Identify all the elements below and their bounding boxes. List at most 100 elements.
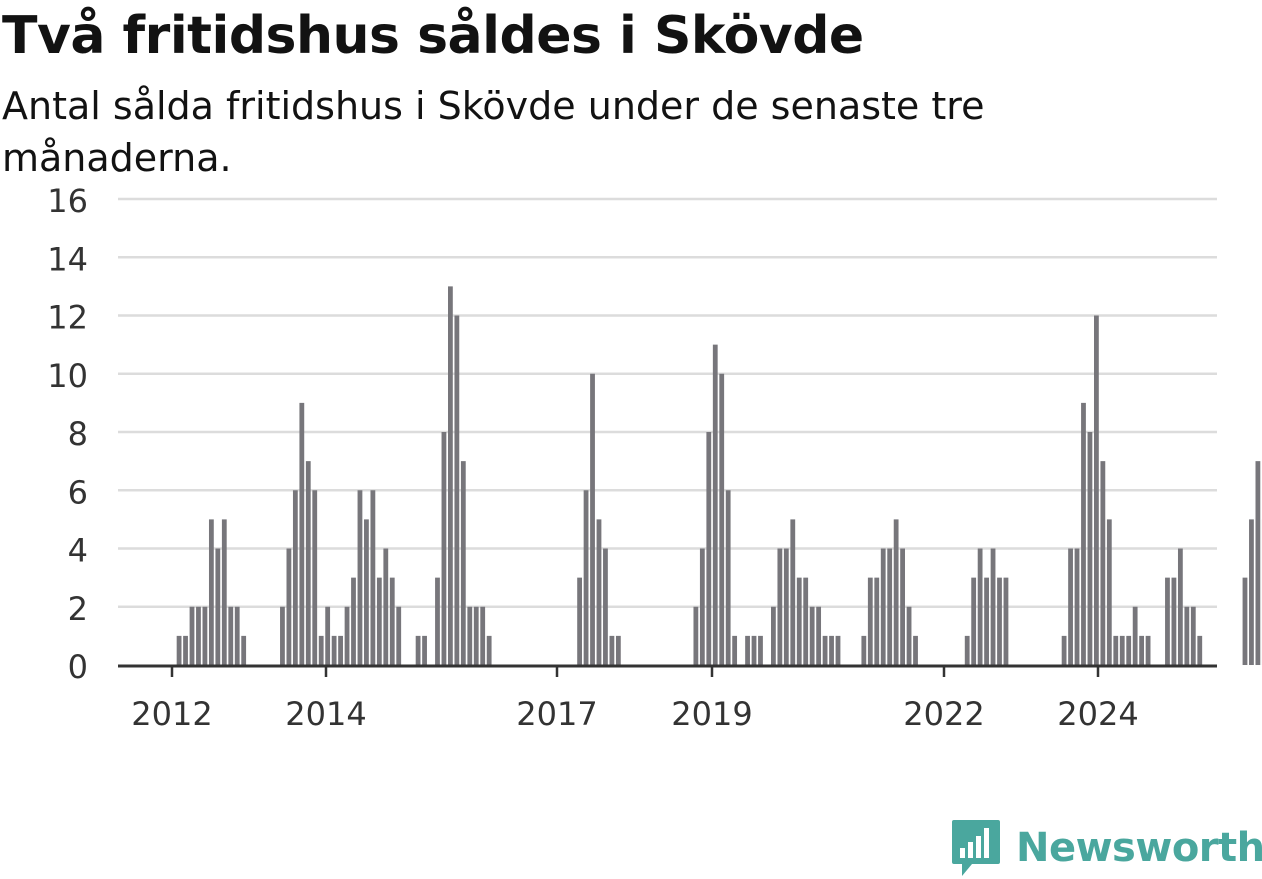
bar <box>745 635 750 666</box>
x-axis: 2012 2014 2017 2019 2022 2024 <box>118 664 1217 733</box>
bar <box>331 635 337 666</box>
bar <box>990 548 996 665</box>
bar <box>603 548 608 665</box>
bar <box>364 519 369 666</box>
bar <box>486 635 492 666</box>
x-tick-label: 2024 <box>1057 695 1138 733</box>
bar <box>280 606 285 665</box>
bar <box>480 606 486 665</box>
bar <box>984 577 989 666</box>
bar <box>215 548 221 665</box>
bar <box>796 577 802 666</box>
bar <box>396 606 402 665</box>
y-axis-ticks: 0 2 4 6 8 10 12 14 16 <box>47 182 88 686</box>
bar <box>1197 635 1203 666</box>
y-tick-label: 14 <box>47 240 88 278</box>
y-tick-label: 6 <box>68 473 88 511</box>
bar <box>1100 461 1106 666</box>
bar <box>725 490 731 665</box>
bar <box>234 606 240 665</box>
bar <box>1113 635 1119 666</box>
bar <box>719 373 725 665</box>
bar <box>435 577 440 666</box>
brand-name: Newsworthy <box>1016 825 1262 871</box>
bar <box>1126 635 1132 666</box>
bar <box>732 635 738 666</box>
bar <box>913 635 918 666</box>
bar <box>835 635 841 666</box>
bar-chart: 0 2 4 6 8 10 12 14 16 2012 2014 2017 2019 2022 2024 2 <box>47 182 1262 733</box>
bar <box>441 432 447 665</box>
bar <box>693 606 699 665</box>
y-tick-label: 4 <box>68 532 88 570</box>
bar <box>1249 519 1254 666</box>
x-tick-label: 2014 <box>285 695 366 733</box>
chart-subtitle: Antal sålda fritidshus i Skövde under de… <box>2 84 985 180</box>
bar <box>344 606 350 665</box>
bar <box>771 606 776 665</box>
x-tick-label: 2017 <box>516 695 597 733</box>
bar <box>448 286 453 666</box>
bar <box>325 606 331 665</box>
bar <box>370 490 376 665</box>
bar <box>318 635 324 666</box>
bar <box>376 577 382 666</box>
bar <box>971 577 977 666</box>
bar <box>1145 635 1151 666</box>
bar <box>783 548 789 665</box>
bar <box>1242 577 1248 666</box>
bar <box>699 548 705 665</box>
bar <box>305 461 311 666</box>
bar <box>1177 548 1183 665</box>
y-tick-label: 8 <box>68 415 88 453</box>
bar <box>292 490 298 665</box>
bar <box>1184 606 1190 665</box>
bar <box>1081 402 1086 666</box>
x-tick-label: 2022 <box>903 695 984 733</box>
bar <box>706 432 712 665</box>
x-tick-label: 2019 <box>671 695 752 733</box>
bar <box>1106 519 1112 666</box>
bar <box>777 548 783 665</box>
bar <box>583 490 589 665</box>
bar <box>196 606 201 665</box>
bar <box>1139 635 1145 666</box>
bar <box>299 402 305 666</box>
bar <box>383 548 389 665</box>
bar <box>228 606 234 665</box>
bar <box>189 606 195 665</box>
bar <box>1074 548 1080 665</box>
bar <box>1165 577 1170 666</box>
bar <box>861 635 867 666</box>
x-tick-label: 2012 <box>131 695 212 733</box>
bar <box>357 490 363 665</box>
bar <box>596 519 602 666</box>
bar <box>1255 461 1261 666</box>
bar <box>1190 606 1196 665</box>
bar <box>751 635 757 666</box>
y-tick-label: 12 <box>47 299 88 337</box>
bar <box>1094 315 1099 665</box>
bar <box>590 373 595 665</box>
bar <box>803 577 809 666</box>
bar <box>887 548 893 665</box>
bar <box>867 577 873 666</box>
bar <box>880 548 886 665</box>
bar <box>809 606 815 665</box>
bar <box>241 635 247 666</box>
y-tick-label: 2 <box>68 590 88 628</box>
bar <box>822 635 828 666</box>
bar <box>1119 635 1125 666</box>
bar <box>208 519 214 666</box>
bar <box>906 606 912 665</box>
bar <box>829 635 834 666</box>
bar <box>202 606 208 665</box>
bar <box>997 577 1002 666</box>
bar <box>286 548 292 665</box>
bar <box>312 490 318 665</box>
bar <box>977 548 983 665</box>
newsworthy-logo-icon <box>952 820 1000 876</box>
chart-title: Två fritidshus såldes i Skövde <box>2 6 864 66</box>
bar <box>183 635 188 666</box>
grid-lines <box>118 197 1217 608</box>
